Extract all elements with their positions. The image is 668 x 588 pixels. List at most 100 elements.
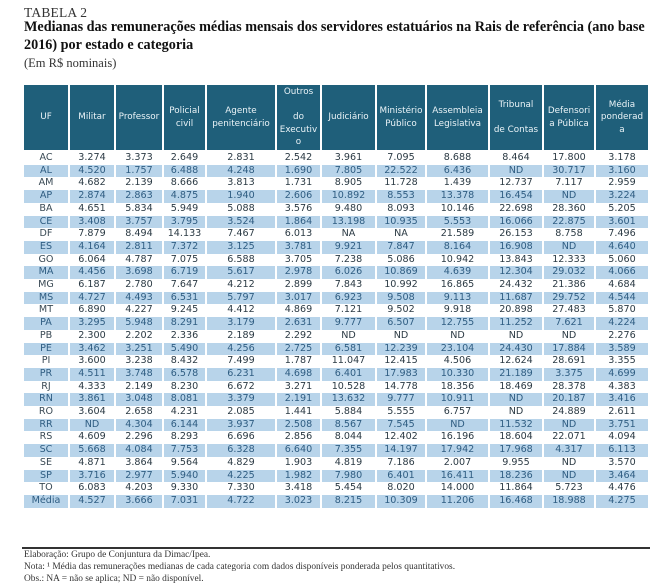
value-cell: 1.690 (277, 164, 320, 178)
value-cell: 4.456 (70, 266, 114, 280)
value-cell: 24.889 (552, 406, 586, 418)
uf-cell: PR (24, 367, 68, 381)
value-cell: 2.977 (116, 469, 162, 483)
value-cell: 2.978 (277, 266, 320, 280)
value-cell: 4.520 (70, 164, 114, 178)
table-body: AC 3.274 3.373 2.649 2.831 2.542 3.961 7.095 8.6… (24, 152, 648, 508)
value-cell: 6.436 (427, 164, 488, 178)
value-cell: ND (508, 406, 524, 418)
uf-cell: AM (38, 177, 54, 189)
value-cell: 12.304 (490, 266, 542, 280)
value-cell: 6.719 (164, 266, 205, 280)
uf-cell: SC (24, 444, 68, 457)
value-cell: 22.698 (499, 202, 533, 214)
value-cell: 8.164 (427, 240, 488, 254)
value-cell: 4.722 (207, 494, 275, 508)
value-cell: 5.086 (387, 253, 415, 265)
value-cell: 2.780 (125, 279, 153, 291)
value-cell: 9.330 (170, 482, 199, 494)
value-cell: 1.441 (284, 406, 313, 418)
value-cell: 16.411 (427, 469, 488, 483)
value-cell: 10.330 (427, 367, 488, 381)
value-cell: 4.084 (116, 444, 162, 457)
table-row: GO 6.064 4.787 7.075 6.588 3.705 7.238 5.086 10.… (24, 254, 648, 267)
table-row: SC 5.668 4.084 7.753 6.328 6.640 7.355 14.197 17… (24, 444, 648, 457)
value-cell: 16.454 (490, 190, 542, 203)
value-cell: 4.527 (70, 494, 114, 508)
table-row: PE 3.462 3.251 5.490 4.256 2.725 6.581 12.239 23… (24, 342, 648, 356)
value-cell: 10.992 (384, 279, 418, 291)
column-header: Tribunal de Contas (490, 85, 542, 152)
value-cell: 2.611 (608, 406, 636, 418)
table-row: DF 7.879 8.494 14.133 7.467 6.013 NA NA 21.589 26… (24, 228, 648, 241)
value-cell: ND (490, 393, 542, 407)
value-cell: 3.274 (78, 152, 106, 163)
value-cell: 3.373 (125, 152, 153, 163)
value-cell: 16.865 (440, 279, 475, 291)
table-row: MT 6.890 4.227 9.245 4.412 4.869 7.121 9.502 9.9… (24, 304, 648, 317)
value-cell: 7.330 (227, 482, 255, 494)
value-cell: ND (544, 240, 594, 254)
value-cell: 7.496 (608, 228, 636, 240)
value-cell: 8.553 (377, 190, 425, 203)
value-cell: 3.416 (596, 393, 648, 407)
uf-cell: SE (39, 456, 53, 468)
value-cell: 3.748 (116, 367, 162, 381)
value-cell: 14.133 (167, 228, 202, 240)
value-cell: 2.149 (125, 380, 153, 392)
value-cell: 11.252 (490, 317, 542, 330)
value-cell: 3.570 (608, 456, 636, 468)
value-cell: 6.578 (164, 367, 205, 381)
value-cell: 3.418 (284, 482, 313, 494)
value-cell: 6.890 (78, 304, 106, 316)
value-cell: 9.955 (502, 456, 530, 468)
uf-cell: ES (24, 240, 68, 254)
value-cell: 13.198 (322, 215, 375, 229)
value-cell: ND (544, 190, 594, 203)
value-cell: 8.215 (322, 494, 375, 508)
table-row: CE 3.408 3.757 3.795 3.524 1.864 13.198 10.935 5… (24, 215, 648, 229)
table-unit: (Em R$ nominais) (24, 56, 117, 70)
table-row: MS 4.727 4.493 6.531 5.797 3.017 6.923 9.508 9.1… (24, 291, 648, 305)
value-cell: 3.781 (277, 240, 320, 254)
value-cell: 11.864 (499, 482, 533, 494)
observation-note: Obs.: NA = não se aplica; ND = não dispo… (24, 574, 204, 584)
value-cell: 4.819 (334, 456, 363, 468)
value-cell: 3.355 (608, 355, 636, 367)
value-cell: 7.238 (334, 253, 363, 265)
value-cell: ND (561, 456, 577, 468)
value-cell: 5.723 (555, 482, 583, 494)
value-cell: 18.469 (499, 380, 533, 392)
value-cell: 9.918 (443, 304, 472, 316)
value-cell: 5.940 (164, 469, 205, 483)
value-cell: 20.898 (499, 304, 533, 316)
table-row: AP 2.874 2.863 4.875 1.940 2.606 10.892 8.553 13… (24, 190, 648, 203)
footer-divider (22, 547, 650, 549)
value-cell: 17.968 (490, 444, 542, 457)
value-cell: 5.797 (207, 291, 275, 305)
value-cell: 7.372 (164, 240, 205, 254)
uf-cell: DF (39, 228, 53, 240)
table-row: PI 3.600 3.238 8.432 7.499 1.787 11.047 12.415 4… (24, 355, 648, 368)
uf-cell: RJ (41, 380, 51, 392)
value-cell: 11.687 (490, 291, 542, 305)
uf-cell: PA (24, 317, 68, 330)
value-cell: 18.356 (440, 380, 475, 392)
value-cell: 5.553 (427, 215, 488, 229)
value-cell: 7.075 (170, 253, 199, 265)
value-cell: 2.202 (125, 329, 153, 341)
value-cell: 2.296 (125, 431, 153, 443)
value-cell: 22.522 (377, 164, 425, 178)
value-cell: 4.829 (227, 456, 255, 468)
value-cell: 28.360 (552, 202, 586, 214)
value-cell: 9.564 (170, 456, 199, 468)
value-cell: 9.502 (387, 304, 415, 316)
value-cell: 8.291 (164, 317, 205, 330)
value-cell: 5.060 (608, 253, 636, 265)
value-cell: 6.144 (164, 418, 205, 432)
value-cell: 4.212 (227, 279, 255, 291)
table-row: AC 3.274 3.373 2.649 2.831 2.542 3.961 7.095 8.6… (24, 152, 648, 165)
value-cell: 8.758 (555, 228, 583, 240)
value-cell: 22.071 (552, 431, 586, 443)
value-cell: 26.153 (499, 228, 533, 240)
